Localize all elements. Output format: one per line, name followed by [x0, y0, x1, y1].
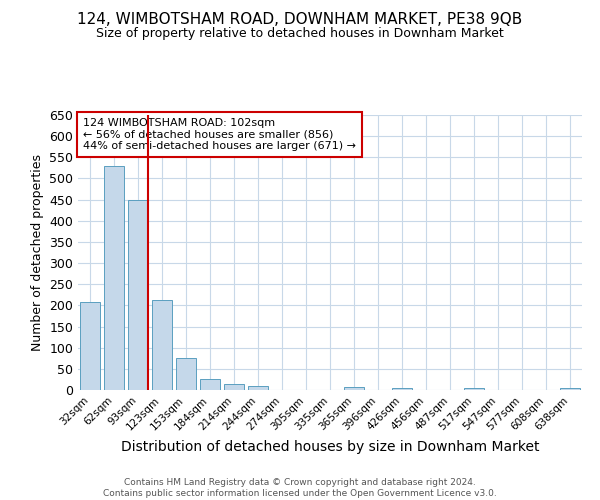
Bar [560, 388, 580, 390]
Text: Contains HM Land Registry data © Crown copyright and database right 2024.
Contai: Contains HM Land Registry data © Crown c… [103, 478, 497, 498]
Text: Size of property relative to detached houses in Downham Market: Size of property relative to detached ho… [96, 28, 504, 40]
Bar [104, 166, 124, 390]
Bar [464, 388, 484, 390]
Bar [224, 384, 244, 390]
Bar [128, 200, 148, 390]
Text: 124, WIMBOTSHAM ROAD, DOWNHAM MARKET, PE38 9QB: 124, WIMBOTSHAM ROAD, DOWNHAM MARKET, PE… [77, 12, 523, 28]
X-axis label: Distribution of detached houses by size in Downham Market: Distribution of detached houses by size … [121, 440, 539, 454]
Y-axis label: Number of detached properties: Number of detached properties [31, 154, 44, 351]
Bar [200, 380, 220, 390]
Bar [344, 386, 364, 390]
Bar [176, 358, 196, 390]
Bar [248, 386, 268, 390]
Bar [152, 300, 172, 390]
Text: 124 WIMBOTSHAM ROAD: 102sqm
← 56% of detached houses are smaller (856)
44% of se: 124 WIMBOTSHAM ROAD: 102sqm ← 56% of det… [83, 118, 356, 151]
Bar [80, 302, 100, 390]
Bar [392, 388, 412, 390]
